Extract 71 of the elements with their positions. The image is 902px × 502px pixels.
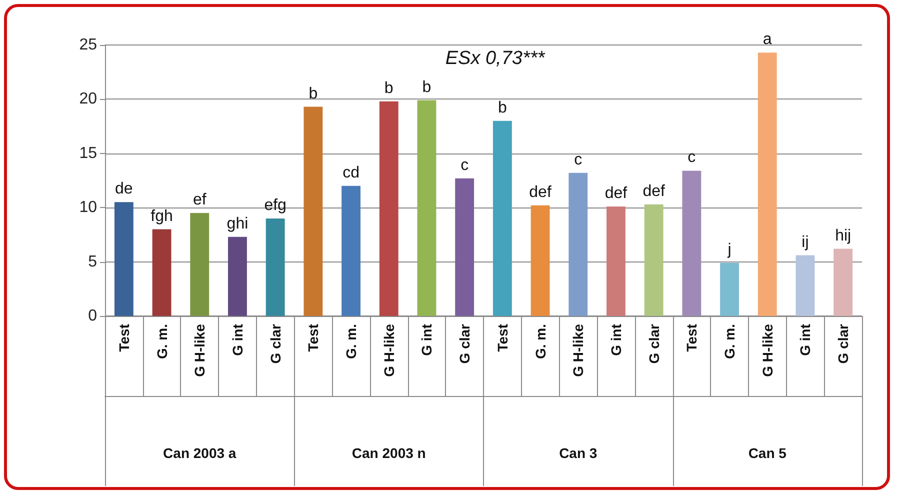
bar [644,204,664,316]
data-label: b [384,80,394,97]
x-tick-label: G H-like [570,324,586,377]
x-tick-label: G. m. [722,324,738,360]
x-tick-label: G clar [456,323,473,364]
data-label: b [498,99,507,116]
data-label: ef [192,192,207,209]
bar [796,255,815,316]
data-label: j [726,241,732,258]
x-tick-label: G clar [835,323,852,364]
bar [455,178,474,316]
data-label: cd [342,164,360,182]
bar [266,218,285,316]
x-tick-label: G clar [646,323,662,364]
chart-title: ESx 0,73*** [445,48,546,69]
x-tick-label: G int [229,324,246,356]
data-label: b [422,78,432,96]
data-label: fgh [150,208,173,225]
bar [379,101,398,316]
bar [606,206,626,316]
bar [568,172,588,316]
x-tick-label: G. m. [154,324,170,360]
data-label: efg [264,196,286,214]
data-label: def [529,184,552,201]
bar [152,229,172,316]
x-tick-label: G. m. [343,324,360,360]
x-tick-label: G int [418,324,435,356]
bar [190,213,210,316]
bar [228,236,247,316]
bar [342,186,360,316]
data-label: ij [802,234,809,251]
data-label: c [460,156,469,174]
bar [304,106,323,316]
y-tick-label: 0 [88,308,98,324]
x-tick-label: G H-like [380,324,397,377]
data-label: b [308,85,318,102]
text: Can 2003 a [163,445,236,461]
text: Can 3 [559,445,598,461]
y-tick-label: 20 [79,90,98,108]
x-tick-label: Test [494,324,510,352]
bar [834,248,853,316]
data-label: hij [835,227,852,244]
bar [758,52,777,316]
bar [682,170,702,316]
data-label: def [604,185,628,202]
x-tick-label: G H-like [759,324,776,377]
x-tick-label: Test [305,324,322,352]
y-tick-label: 10 [79,199,98,216]
bar [492,120,512,316]
x-tick-label: G int [608,324,624,356]
x-tick-label: Test [116,324,132,352]
x-tick-label: G int [797,324,814,356]
data-label: def [642,182,666,200]
bar [720,262,739,316]
text: Can 2003 n [352,445,426,461]
data-label: de [115,180,133,198]
text: Can 5 [748,445,787,461]
x-tick-label: G H-like [192,324,208,377]
bar [530,205,550,316]
x-tick-label: G. m. [532,324,548,360]
x-tick-label: Test [684,324,700,352]
data-label: c [688,149,696,166]
x-tick-label: G clar [267,323,284,364]
data-label: c [574,151,582,168]
bar [114,202,134,316]
data-label: a [762,31,772,48]
y-tick-label: 25 [79,36,98,54]
y-tick-label: 15 [79,144,98,162]
data-label: ghi [226,215,248,232]
bar [417,100,436,316]
y-tick-label: 5 [88,253,98,270]
